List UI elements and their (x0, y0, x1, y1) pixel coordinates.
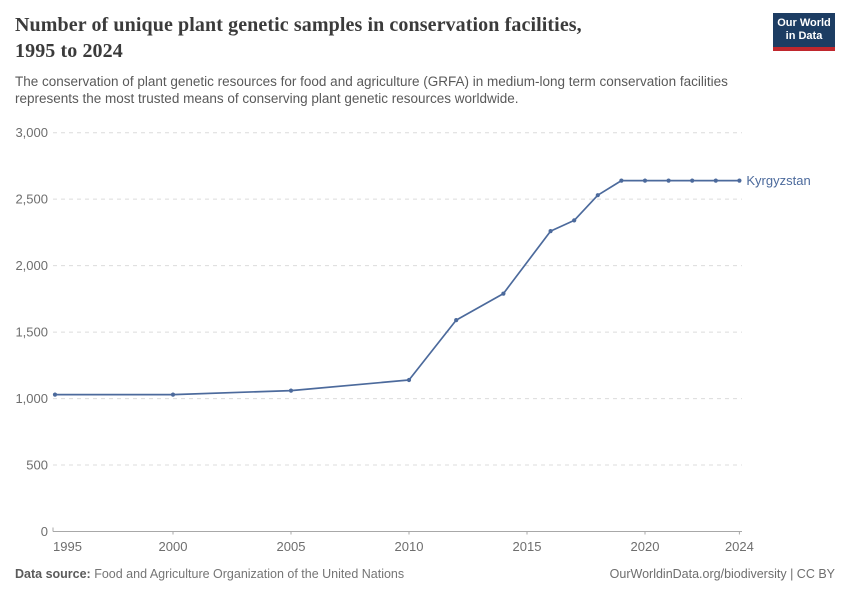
data-point[interactable] (713, 178, 718, 183)
owid-logo[interactable]: Our World in Data (773, 13, 835, 51)
y-axis-tick-label: 3,000 (15, 125, 48, 140)
x-axis-tick-label: 2024 (725, 539, 754, 554)
data-source-text: Food and Agriculture Organization of the… (94, 567, 405, 581)
data-point[interactable] (288, 388, 294, 393)
x-axis-tick-label: 2010 (395, 539, 424, 554)
y-axis-tick-label: 2,000 (15, 258, 48, 273)
y-axis-tick-label: 0 (41, 524, 48, 539)
y-axis-tick-label: 500 (26, 458, 48, 473)
owid-logo-line1: Our World (777, 17, 831, 29)
data-point[interactable] (170, 392, 176, 397)
data-point[interactable] (548, 229, 553, 234)
x-axis-tick-label: 2015 (513, 539, 542, 554)
chart-title: Number of unique plant genetic samples i… (15, 12, 582, 64)
x-axis-tick-label: 2020 (631, 539, 660, 554)
chart-subtitle-line1: The conservation of plant genetic resour… (15, 74, 728, 89)
data-source-note: Data source: Food and Agriculture Organi… (15, 566, 404, 582)
x-axis-tick-label: 2005 (277, 539, 306, 554)
y-axis-tick-label: 1,000 (15, 391, 48, 406)
data-source-label: Data source: (15, 567, 91, 581)
data-point[interactable] (572, 218, 577, 223)
data-point[interactable] (501, 291, 506, 296)
line-chart-plot: 0 500 1,000 1,500 2,000 2,500 3,000 1995 2000 200… (15, 125, 810, 554)
chart-subtitle-line2: represents the most trusted means of con… (15, 91, 519, 106)
series-label: Kyrgyzstan (746, 173, 810, 188)
y-axis-tick-label: 2,500 (15, 192, 48, 207)
trend-line[interactable] (55, 179, 740, 396)
data-point[interactable] (454, 318, 459, 323)
owid-logo-line2: in Data (785, 30, 823, 42)
chart-title-line1: Number of unique plant genetic samples i… (15, 14, 582, 36)
data-point[interactable] (737, 178, 742, 183)
y-axis-tick-label: 1,500 (15, 325, 48, 340)
x-axis-tick-label: 1995 (53, 539, 82, 554)
chart-footer: Data source: Food and Agriculture Organi… (15, 566, 835, 582)
data-point[interactable] (642, 178, 648, 183)
data-point[interactable] (619, 178, 624, 183)
data-point[interactable] (406, 377, 412, 383)
x-axis-tick-label: 2000 (159, 539, 188, 554)
data-point[interactable] (666, 178, 671, 183)
chart-title-line2: 1995 to 2024 (15, 40, 123, 62)
credit-link[interactable]: OurWorldinData.org/biodiversity | CC BY (609, 567, 835, 581)
data-point[interactable] (595, 193, 600, 198)
data-point[interactable] (690, 178, 695, 183)
chart-subtitle: The conservation of plant genetic resour… (15, 73, 728, 107)
data-point[interactable] (52, 392, 58, 397)
